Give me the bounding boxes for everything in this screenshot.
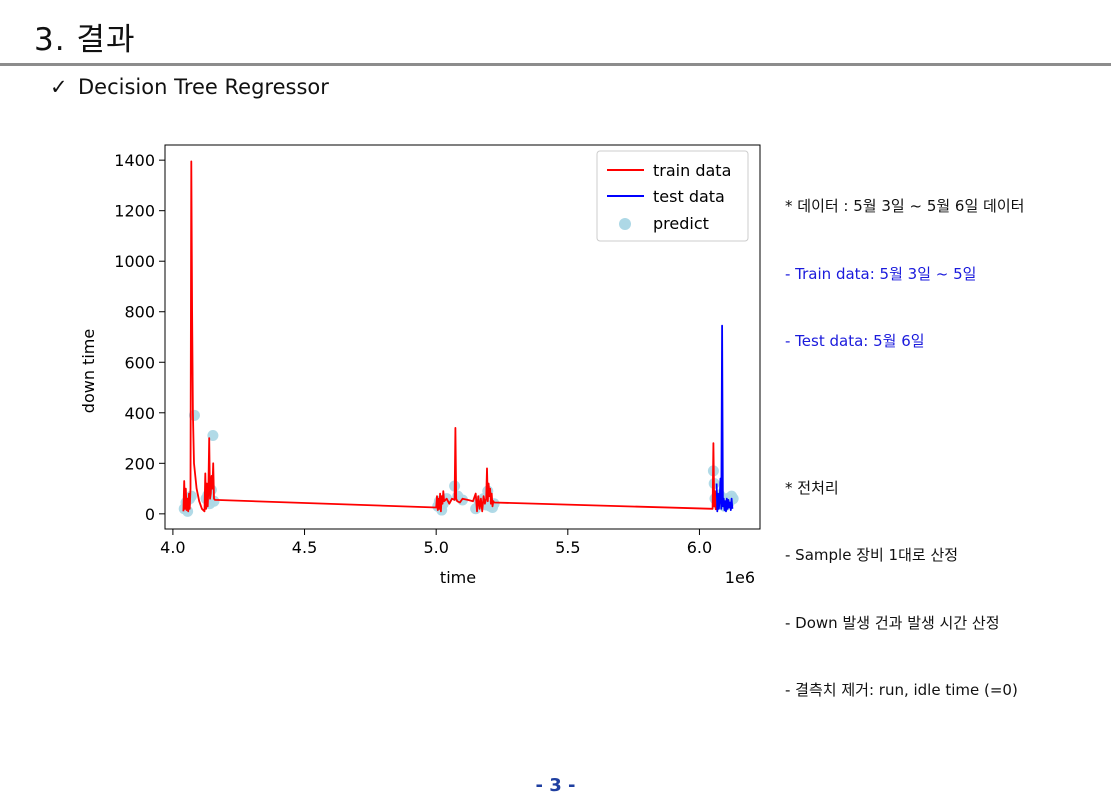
- legend-predict-marker: [619, 218, 631, 230]
- predict-point: [727, 493, 739, 505]
- x-tick-label: 6.0: [687, 538, 712, 557]
- notes-prep-heading: * 전처리: [785, 478, 839, 497]
- notes-prep-item: - Down 발생 건과 발생 시간 산정: [785, 613, 1000, 632]
- notes-data-item: - Test data: 5월 6일: [785, 332, 925, 350]
- legend-frame: [596, 150, 749, 242]
- chart-legend: train data test data predict: [596, 150, 749, 242]
- predict-point: [188, 409, 200, 421]
- y-tick-label: 0: [145, 505, 155, 524]
- page-title: 3. 결과: [34, 22, 136, 58]
- predict-point: [208, 495, 220, 507]
- x-tick-label: 4.5: [292, 538, 317, 557]
- x-tick-label: 5.5: [555, 538, 580, 557]
- legend-test-label: test data: [653, 187, 725, 206]
- notes-data-item: - Train data: 5월 3일 ~ 5일: [785, 264, 977, 283]
- test-data-line: [715, 324, 734, 513]
- y-tick-label: 1200: [114, 202, 155, 221]
- notes-prep-item: - 결측치 제거: run, idle time (=0): [785, 681, 1018, 699]
- legend-predict-label: predict: [653, 214, 709, 233]
- downtime-chart: 4.0 4.5 5.0 5.5 6.0 0 200 400 600 800 1000 1200 1400…: [79, 144, 761, 587]
- y-tick-label: 200: [124, 454, 155, 473]
- predict-point: [207, 430, 219, 442]
- legend-train-label: train data: [653, 161, 731, 180]
- checkmark-icon: ✓: [50, 75, 68, 99]
- title-divider: [0, 63, 1111, 66]
- subtitle-text: Decision Tree Regressor: [78, 75, 329, 99]
- x-axis-label: time: [440, 568, 476, 587]
- page-number: - 3 -: [535, 775, 576, 796]
- train-data-line: [182, 160, 717, 513]
- y-tick-label: 1000: [114, 252, 155, 271]
- y-axis-label: down time: [79, 329, 98, 413]
- x-tick-label: 4.0: [160, 538, 185, 557]
- section-subtitle: ✓ Decision Tree Regressor: [50, 75, 329, 99]
- notes-panel: * 데이터 : 5월 3일 ~ 5월 6일 데이터 - Train data: …: [785, 150, 1024, 724]
- y-tick-label: 1400: [114, 151, 155, 170]
- notes-prep-item: - Sample 장비 1대로 산정: [785, 546, 959, 564]
- notes-data-heading: * 데이터 : 5월 3일 ~ 5월 6일 데이터: [785, 197, 1025, 215]
- y-tick-label: 800: [124, 303, 155, 322]
- y-tick-label: 400: [124, 404, 155, 423]
- notes-spacer: [785, 398, 1024, 432]
- x-tick-label: 5.0: [423, 538, 448, 557]
- y-tick-label: 600: [124, 353, 155, 372]
- x-offset-label: 1e6: [725, 568, 755, 587]
